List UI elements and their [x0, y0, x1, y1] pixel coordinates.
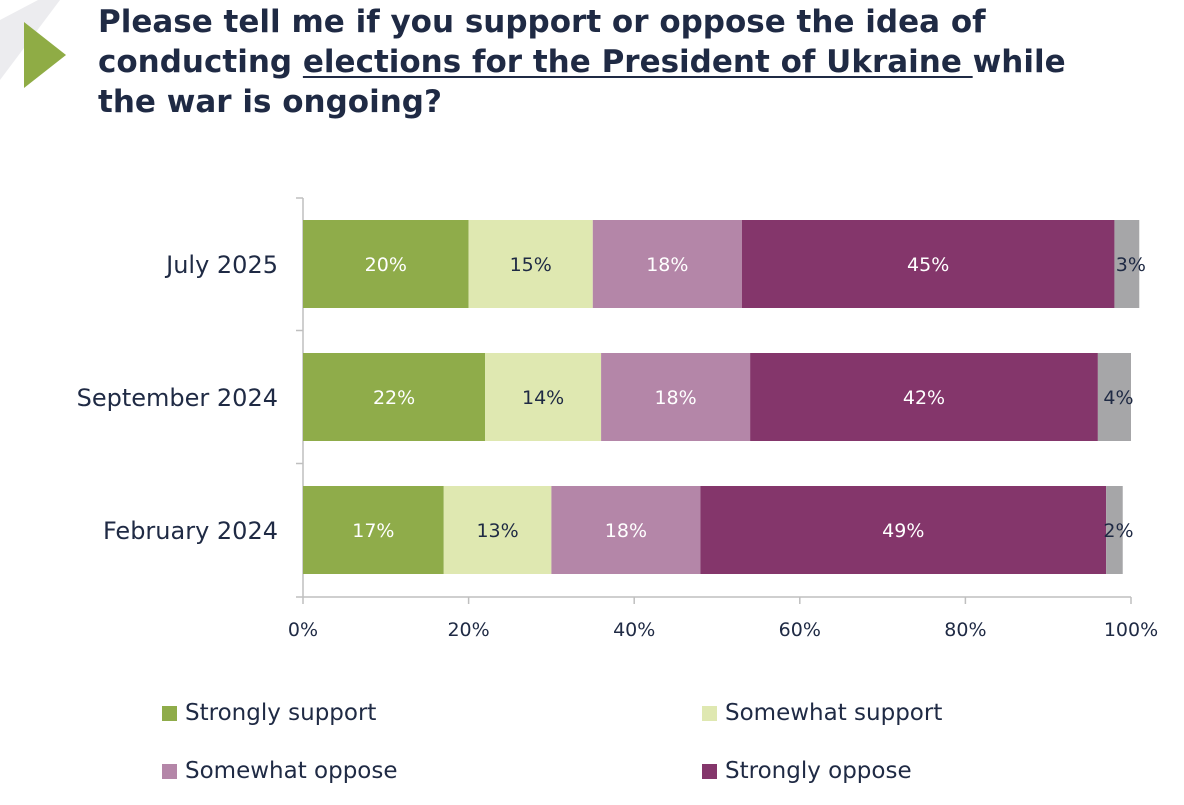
- bar-segment: [303, 220, 469, 308]
- legend-swatch: [162, 763, 177, 779]
- bar-segment: [741, 220, 1115, 308]
- x-tick-label: 100%: [1104, 619, 1158, 641]
- legend-swatch: [702, 763, 717, 779]
- bar-segment: [1106, 486, 1123, 574]
- legend-label: Somewhat support: [725, 700, 943, 726]
- bar-segment: [485, 353, 602, 441]
- bar-segment: [303, 486, 444, 574]
- data-label: 2%: [1103, 520, 1133, 542]
- title-line-2-suffix: while: [972, 44, 1066, 80]
- bar-segment: [601, 353, 751, 441]
- bar-segment: [750, 353, 1098, 441]
- title-line-2-prefix: conducting: [98, 44, 303, 80]
- category-label: February 2024: [103, 517, 278, 545]
- data-label: 42%: [903, 387, 945, 409]
- data-label: 13%: [476, 520, 518, 542]
- play-triangle-icon: [24, 22, 66, 88]
- x-tick-label: 60%: [779, 619, 821, 641]
- legend-swatch: [162, 705, 177, 721]
- data-label: 14%: [522, 387, 564, 409]
- category-label: July 2025: [164, 251, 278, 279]
- title-line-1: Please tell me if you support or oppose …: [98, 4, 986, 40]
- legend-item: Somewhat support: [702, 700, 942, 726]
- data-label: 18%: [654, 387, 696, 409]
- x-tick-label: 20%: [447, 619, 489, 641]
- data-label: 3%: [1116, 254, 1146, 276]
- data-label: 4%: [1103, 387, 1133, 409]
- data-label: 20%: [365, 254, 407, 276]
- data-label: 17%: [352, 520, 394, 542]
- data-label: 49%: [882, 520, 924, 542]
- data-label: 15%: [510, 254, 552, 276]
- title-line-2: conducting elections for the President o…: [98, 42, 1168, 82]
- title-underlined-phrase: elections for the President of Ukraine: [302, 44, 973, 80]
- data-label: 18%: [646, 254, 688, 276]
- legend-item: Somewhat oppose: [162, 758, 398, 784]
- bar-segment: [592, 220, 742, 308]
- bar-segment: [1114, 220, 1140, 308]
- x-tick-label: 80%: [944, 619, 986, 641]
- legend-label: Strongly oppose: [725, 758, 912, 784]
- corner-decoration: [0, 0, 66, 88]
- legend-swatch: [702, 705, 717, 721]
- title-line-3: the war is ongoing?: [98, 84, 442, 120]
- legend-label: Somewhat oppose: [185, 758, 398, 784]
- chart-title: Please tell me if you support or oppose …: [98, 2, 1168, 122]
- legend-label: Strongly support: [185, 700, 377, 726]
- data-label: 18%: [605, 520, 647, 542]
- bar-segment: [443, 486, 552, 574]
- category-label: September 2024: [77, 384, 278, 412]
- bar-segment: [700, 486, 1107, 574]
- bar-segment: [1097, 353, 1131, 441]
- legend-item: Strongly support: [162, 700, 376, 726]
- data-label: 22%: [373, 387, 415, 409]
- x-tick-label: 0%: [288, 619, 318, 641]
- legend-item: Strongly oppose: [702, 758, 912, 784]
- bar-segment: [468, 220, 593, 308]
- bar-segment: [551, 486, 701, 574]
- bar-segment: [303, 353, 486, 441]
- data-label: 45%: [907, 254, 949, 276]
- x-tick-label: 40%: [613, 619, 655, 641]
